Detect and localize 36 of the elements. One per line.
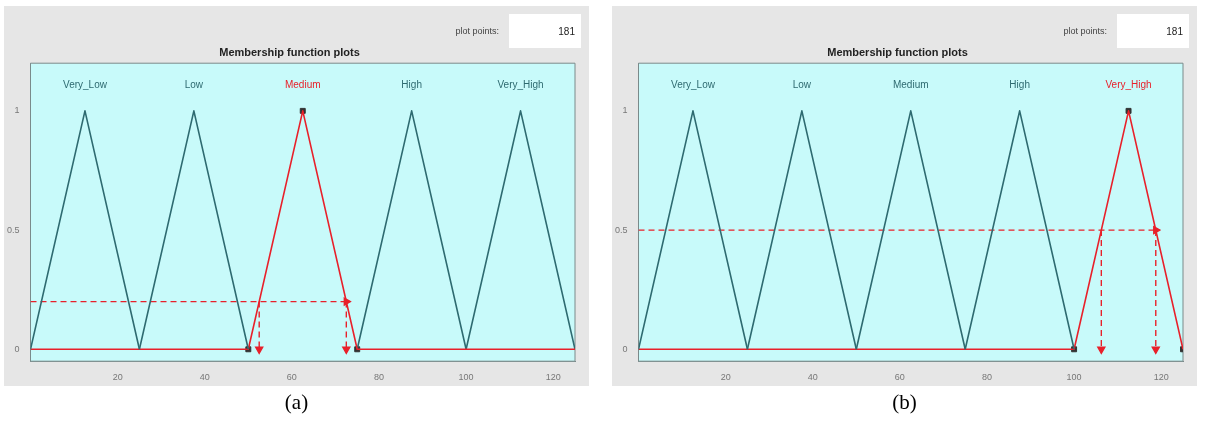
text: Very_Low (671, 78, 716, 90)
x-tick-label: 100 (458, 372, 474, 383)
chart-title: Membership function plots (827, 45, 968, 58)
chart-title: Membership function plots (219, 45, 360, 58)
x-tick-label: 60 (286, 372, 297, 383)
x-tick-label: 60 (894, 372, 905, 383)
y-tick-label: 0 (14, 343, 20, 354)
x-tick-label: 80 (373, 372, 384, 383)
x-tick-label: 20 (112, 372, 123, 383)
text: Very_Low (63, 78, 108, 90)
y-tick-label: 0 (622, 343, 628, 354)
x-tick-label: 40 (807, 372, 818, 383)
text: High (1009, 78, 1030, 90)
x-tick-label: 40 (199, 372, 210, 383)
text: Medium (892, 78, 929, 90)
x-tick-label: 100 (1066, 372, 1082, 383)
x-tick-label: 120 (545, 372, 561, 383)
y-tick-label: 1 (14, 105, 20, 116)
text: High (401, 78, 422, 90)
text: Medium (284, 78, 321, 90)
y-tick-label: 0.5 (615, 224, 628, 235)
text: Very_High (497, 78, 544, 90)
text: (b) (891, 390, 918, 415)
text: 181 (1117, 14, 1189, 48)
y-tick-label: 1 (622, 105, 628, 116)
text: 181 (509, 14, 581, 48)
text: (a) (283, 390, 310, 415)
x-tick-label: 20 (720, 372, 731, 383)
text: Low (184, 78, 204, 90)
x-tick-label: 120 (1153, 372, 1169, 383)
text: Very_High (1105, 78, 1152, 90)
text: plot points: (1063, 26, 1107, 36)
y-tick-label: 0.5 (7, 224, 20, 235)
text: plot points: (455, 26, 499, 36)
text: Low (792, 78, 812, 90)
x-tick-label: 80 (981, 372, 992, 383)
